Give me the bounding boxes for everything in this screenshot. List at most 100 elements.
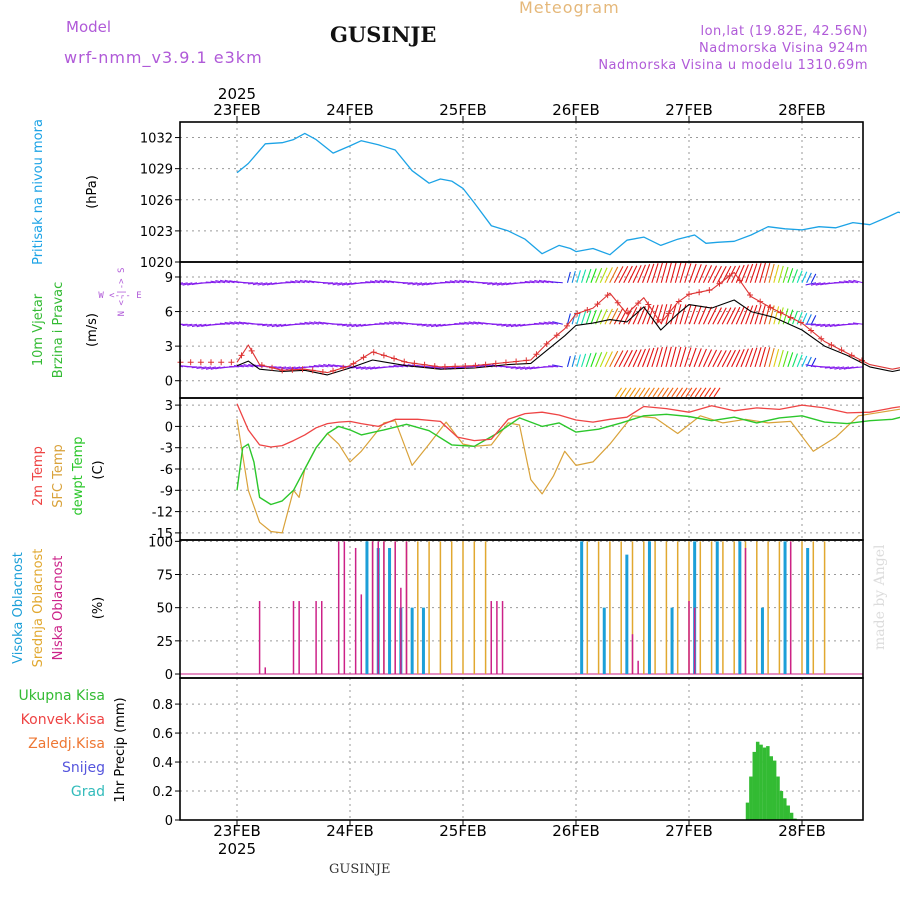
wind-arrow [341,323,352,327]
wind-arrow [754,263,762,283]
pressure-ylabel: Pritisak na nivou mora [31,119,46,265]
wind-arrow [566,313,571,325]
wind-arrow [782,266,789,283]
gust-marker [208,359,215,366]
wind-arrow [524,280,535,284]
gust-marker [533,351,540,358]
wind-arrow [666,387,674,398]
y-tick-label: 1032 [140,132,173,147]
wind-arrow [792,353,798,368]
wind-arrow [238,321,249,325]
wind-arrow [355,323,366,328]
wind-arrow [566,271,571,283]
wind-arrow [595,352,603,368]
wind-arrow [806,272,812,283]
temp-unit-text: (C) [91,460,106,479]
wind-arrow [745,305,754,325]
precip-bar [786,805,790,820]
wind-arrow [515,366,526,370]
wind-arrow [585,310,592,325]
gust-marker [401,358,408,365]
wind-arrow [707,307,718,325]
gust-marker [828,341,835,348]
wind-arrow [515,323,526,328]
gust-marker [462,363,469,370]
precip-legend-item: Grad [71,784,105,800]
wind-arrow [506,323,517,328]
wind-arrow [820,323,831,327]
wind-arrow [384,321,395,325]
wind-arrow [717,350,727,368]
wind-ylabel2-text: Brzina i Pravac [51,282,66,379]
wind-arrow [552,321,563,325]
data-layer [177,132,900,821]
bottom-year-label: 2025 [218,840,256,858]
y-tick-label: 3 [165,399,173,414]
wind-arrow [623,349,633,368]
precip-bar [752,751,757,820]
wind-arrow [299,279,310,284]
wind-arrow [187,323,198,327]
gust-marker [848,352,855,359]
wind-arrow [538,279,549,284]
gust-marker [269,364,276,371]
grid-layer [180,122,863,821]
gust-marker [787,314,794,321]
gust-marker [411,360,418,367]
wind-arrow [848,323,859,325]
gust-marker [502,359,509,366]
wind-arrow [637,264,646,283]
wind-arrow [510,366,521,369]
gust-marker [482,361,489,368]
wind-arrow [684,304,692,325]
wind-arrow [693,264,702,283]
wind-arrow [276,323,287,328]
wind-arrow [684,263,692,283]
wind-arrow [449,280,460,284]
wind-arrow [332,282,343,286]
wind-arrow [285,366,296,370]
wind-arrow [712,265,722,283]
wind-arrow [313,321,324,325]
gust-marker [726,272,733,279]
wind-arrow [651,347,659,368]
gust-marker [309,367,316,374]
gust-marker [228,359,235,366]
wind-arrow [661,387,669,398]
wind-arrow [290,280,301,284]
wind-arrow [629,387,637,398]
wind-arrow [205,366,216,370]
y-tick-label: 50 [156,602,173,617]
precip-bar [779,791,784,820]
wind-arrow [346,323,357,327]
wind-arrow [520,366,531,370]
gust-marker [604,292,611,299]
wind-arrow [773,264,780,283]
wind-arrow [285,281,296,284]
wind-arrow [801,271,808,283]
wind-arrow [435,323,446,328]
wind-arrow [609,308,619,325]
wind-arrow [421,282,432,286]
y-tick-label: 1023 [140,225,173,240]
wind-arrow [327,363,338,368]
gust-marker [563,322,570,329]
gust-marker [858,357,865,364]
cloud-unit: (%) [91,597,106,620]
gust-marker [543,340,550,347]
wind-unit-text: (m/s) [85,313,100,347]
compass-ns-text: N <-|-> S [117,268,127,317]
cloud-ylabel2-text: Srednja Oblacnost [31,549,46,668]
gust-marker [584,307,591,314]
wind-arrow [651,263,659,283]
wind-arrow [491,282,502,286]
gust-marker [492,360,499,367]
wind-arrow [566,355,571,368]
wind-arrow [609,350,619,368]
wind-arrow [839,366,849,370]
gust-marker [452,363,459,370]
bottom-day-label: 27FEB [665,822,712,840]
wind-arrow [721,350,732,368]
wind-arrow [613,350,624,368]
